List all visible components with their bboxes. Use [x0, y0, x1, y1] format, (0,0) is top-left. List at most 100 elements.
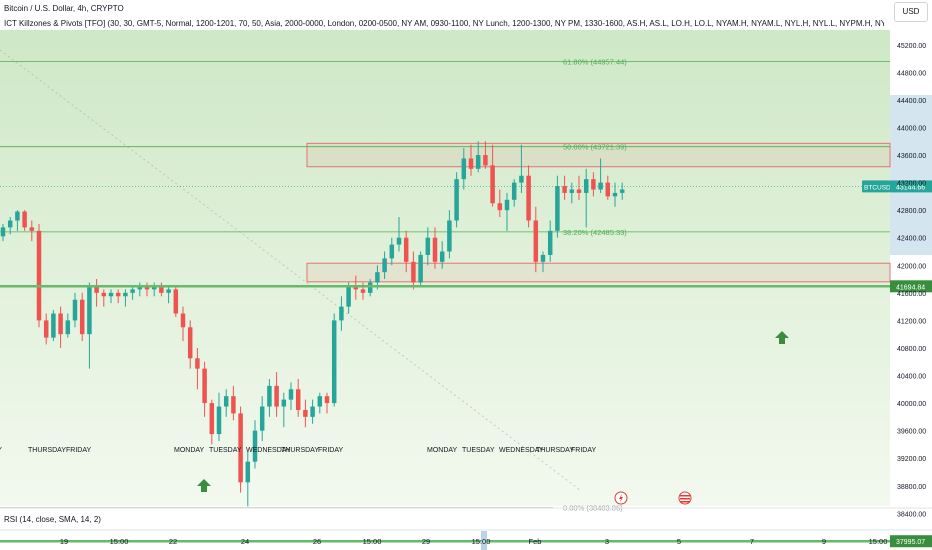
candle-body[interactable]: [461, 158, 467, 180]
candle-body[interactable]: [562, 186, 567, 193]
candle-body[interactable]: [223, 396, 229, 407]
candle-body[interactable]: [202, 368, 207, 404]
candle-body[interactable]: [576, 189, 582, 193]
candle-body[interactable]: [346, 285, 351, 307]
candle-body[interactable]: [591, 179, 596, 190]
supply-demand-zone[interactable]: [306, 142, 891, 168]
candle-body[interactable]: [151, 285, 157, 290]
candle-body[interactable]: [36, 230, 42, 321]
currency-button[interactable]: USD: [894, 2, 928, 22]
candle-body[interactable]: [288, 389, 294, 400]
candle-body[interactable]: [166, 289, 171, 293]
candle-body[interactable]: [569, 189, 575, 193]
candle-body[interactable]: [65, 320, 71, 335]
y-axis-tick-label: 40000.00: [897, 401, 926, 408]
candle-body[interactable]: [303, 409, 308, 417]
candle-body[interactable]: [295, 389, 301, 410]
candle-body[interactable]: [87, 285, 92, 335]
fib-level-label: 38.20% (42485.33): [563, 228, 627, 237]
candle-body[interactable]: [490, 165, 495, 204]
candle-body[interactable]: [159, 285, 164, 293]
candle-body[interactable]: [173, 289, 179, 314]
day-label: FRIDAY: [66, 447, 91, 454]
candle-body[interactable]: [317, 396, 323, 407]
candle-body[interactable]: [382, 258, 387, 273]
candle-body[interactable]: [526, 175, 531, 221]
candle-body[interactable]: [252, 430, 258, 462]
candle-body[interactable]: [187, 327, 193, 359]
candle-body[interactable]: [324, 396, 330, 404]
candle-body[interactable]: [43, 320, 49, 338]
candle-body[interactable]: [108, 292, 114, 297]
candle-body[interactable]: [583, 179, 589, 193]
candle-body[interactable]: [396, 237, 402, 245]
candle-body[interactable]: [483, 155, 488, 166]
candle-body[interactable]: [267, 385, 272, 407]
candle-body[interactable]: [238, 413, 243, 483]
day-label: MONDAY: [427, 447, 458, 454]
y-axis-tick-label: 45200.00: [897, 43, 926, 50]
candle-body[interactable]: [339, 306, 344, 321]
candle-body[interactable]: [180, 313, 186, 328]
candle-body[interactable]: [504, 199, 510, 211]
candle-body[interactable]: [432, 237, 438, 262]
candle-body[interactable]: [79, 299, 85, 335]
candle-body[interactable]: [447, 220, 452, 252]
candle-body[interactable]: [540, 254, 546, 262]
candle-body[interactable]: [425, 237, 431, 255]
candle-body[interactable]: [612, 192, 618, 197]
candle-body[interactable]: [439, 251, 445, 262]
candle-body[interactable]: [411, 261, 416, 283]
candle-body[interactable]: [58, 313, 63, 335]
candle-body[interactable]: [51, 313, 56, 338]
candle-body[interactable]: [130, 289, 135, 293]
candle-body[interactable]: [353, 285, 359, 290]
price-line-label: 41694.84: [896, 284, 925, 291]
candle-body[interactable]: [497, 203, 503, 211]
candle-body[interactable]: [375, 272, 380, 283]
candle-body[interactable]: [231, 396, 236, 414]
candle-body[interactable]: [22, 211, 27, 228]
candle-body[interactable]: [115, 292, 121, 297]
candle-body[interactable]: [468, 158, 474, 169]
candle-body[interactable]: [144, 285, 150, 290]
candle-body[interactable]: [7, 220, 13, 228]
candle-body[interactable]: [547, 230, 553, 255]
supply-demand-zone[interactable]: [306, 262, 891, 283]
candle-body[interactable]: [403, 237, 409, 262]
candle-body[interactable]: [310, 406, 315, 417]
candle-body[interactable]: [281, 399, 287, 407]
candle-body[interactable]: [519, 175, 524, 183]
candle-body[interactable]: [418, 254, 423, 283]
rsi-legend[interactable]: RSI (14, close, SMA, 14, 2): [4, 515, 101, 524]
y-axis-tick-label: 40400.00: [897, 374, 926, 381]
indicator-legend[interactable]: ICT Killzones & Pivots [TFO] (30, 30, GM…: [4, 19, 884, 28]
candle-body[interactable]: [209, 403, 215, 435]
candle-body[interactable]: [454, 179, 459, 221]
candle-body[interactable]: [511, 182, 517, 200]
candle-body[interactable]: [274, 385, 279, 407]
candle-body[interactable]: [605, 182, 611, 197]
candle-body[interactable]: [367, 282, 373, 293]
candle-body[interactable]: [475, 155, 481, 169]
candle-body[interactable]: [389, 244, 395, 259]
candle-body[interactable]: [533, 220, 539, 262]
candle-body[interactable]: [598, 182, 603, 190]
candle-body[interactable]: [259, 406, 265, 431]
candle-body[interactable]: [619, 189, 625, 193]
candle-body[interactable]: [555, 186, 560, 231]
candle-body[interactable]: [94, 285, 99, 293]
candle-body[interactable]: [195, 358, 200, 369]
candle-body[interactable]: [101, 292, 107, 297]
candle-body[interactable]: [216, 406, 222, 435]
candle-body[interactable]: [72, 299, 78, 321]
candle-body[interactable]: [360, 289, 366, 293]
candle-body[interactable]: [15, 211, 20, 221]
candle-body[interactable]: [137, 285, 143, 290]
candle-body[interactable]: [0, 227, 6, 237]
candle-body[interactable]: [245, 461, 251, 483]
candle-body[interactable]: [29, 227, 35, 231]
candle-body[interactable]: [123, 292, 128, 297]
candle-body[interactable]: [331, 320, 337, 404]
